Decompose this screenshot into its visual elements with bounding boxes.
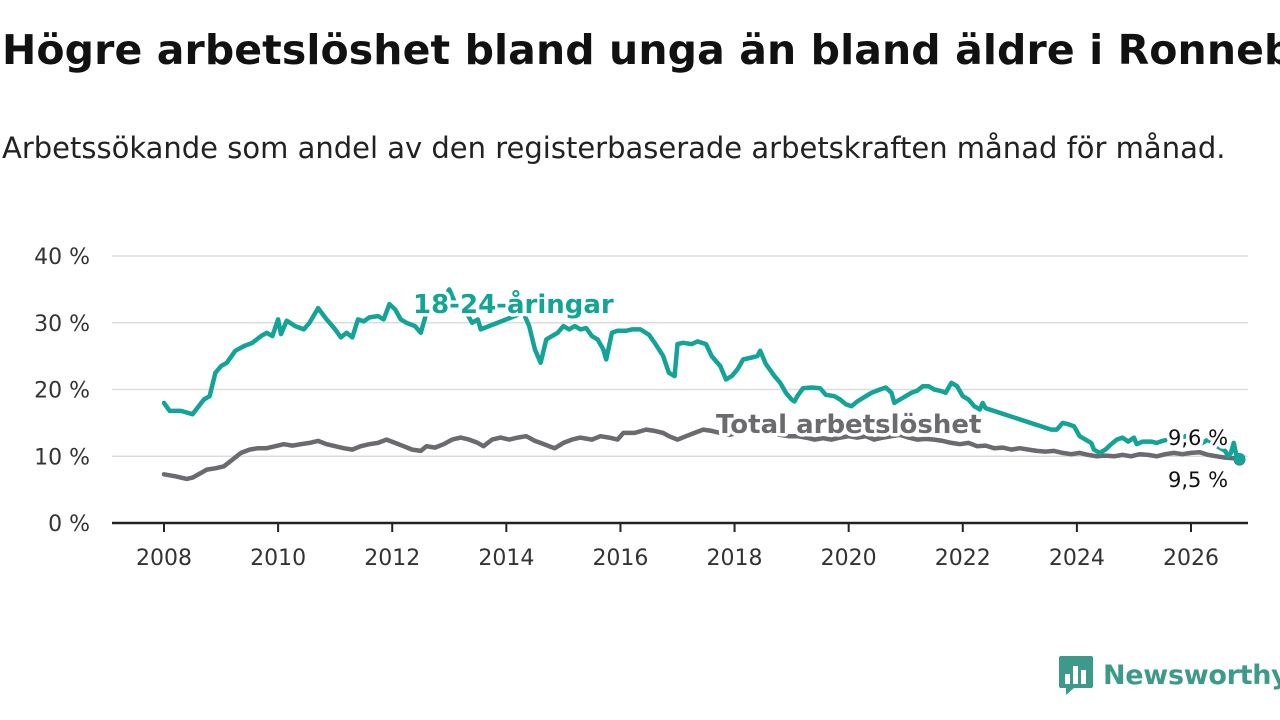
x-tick-label: 2014 [478, 546, 534, 571]
end-label-18-24: 9,6 % [1168, 426, 1228, 450]
end-point-18-24 [1233, 452, 1246, 465]
x-tick-label: 2016 [592, 546, 648, 571]
series-labels: 18-24-åringar Total arbetslöshet 9,6 % 9,5 … [410, 285, 1232, 496]
end-label-total: 9,5 % [1168, 468, 1228, 492]
x-tick-label: 2012 [364, 546, 420, 571]
x-tick-label: 2008 [136, 546, 192, 571]
x-tick-label: 2018 [707, 546, 763, 571]
series-line-total [161, 427, 1242, 482]
x-tick-label: 2010 [250, 546, 306, 571]
y-tick-label: 40 % [34, 245, 90, 270]
x-tick-label: 2022 [935, 546, 991, 571]
brand-name: Newsworthy [1103, 659, 1280, 691]
series-label-total: Total arbetslöshet [716, 410, 981, 440]
newsworthy-logo: Newsworthy [1058, 654, 1280, 696]
x-tick-label: 2026 [1163, 546, 1219, 571]
series-label-18-24: 18-24-åringar [413, 288, 614, 320]
y-tick-label: 0 % [48, 512, 90, 537]
y-tick-label: 30 % [34, 312, 90, 337]
grid: 0 % 10 % 20 % 30 % 40 % 2008 2010 2012 2014 2016 2… [34, 245, 1248, 571]
chart-subtitle: Arbetssökande som andel av den registerb… [2, 131, 1226, 165]
series-lines [161, 287, 1246, 482]
x-tick-label: 2020 [821, 546, 877, 571]
bar-chart-speech-bubble-icon [1059, 656, 1093, 695]
series-line-18-24 [161, 287, 1242, 462]
page-title: Högre arbetslöshet bland unga än bland ä… [2, 26, 1280, 74]
y-tick-label: 20 % [34, 379, 90, 404]
y-tick-label: 10 % [34, 445, 90, 470]
x-tick-label: 2024 [1049, 546, 1105, 571]
